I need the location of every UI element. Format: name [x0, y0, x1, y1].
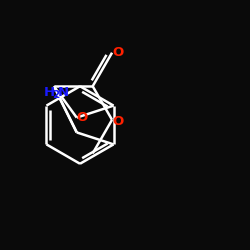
Text: O: O [112, 46, 123, 59]
Text: O: O [76, 111, 88, 124]
Text: H: H [43, 86, 54, 99]
Text: N: N [57, 86, 68, 99]
Text: 2: 2 [52, 90, 60, 100]
Text: O: O [112, 114, 123, 128]
